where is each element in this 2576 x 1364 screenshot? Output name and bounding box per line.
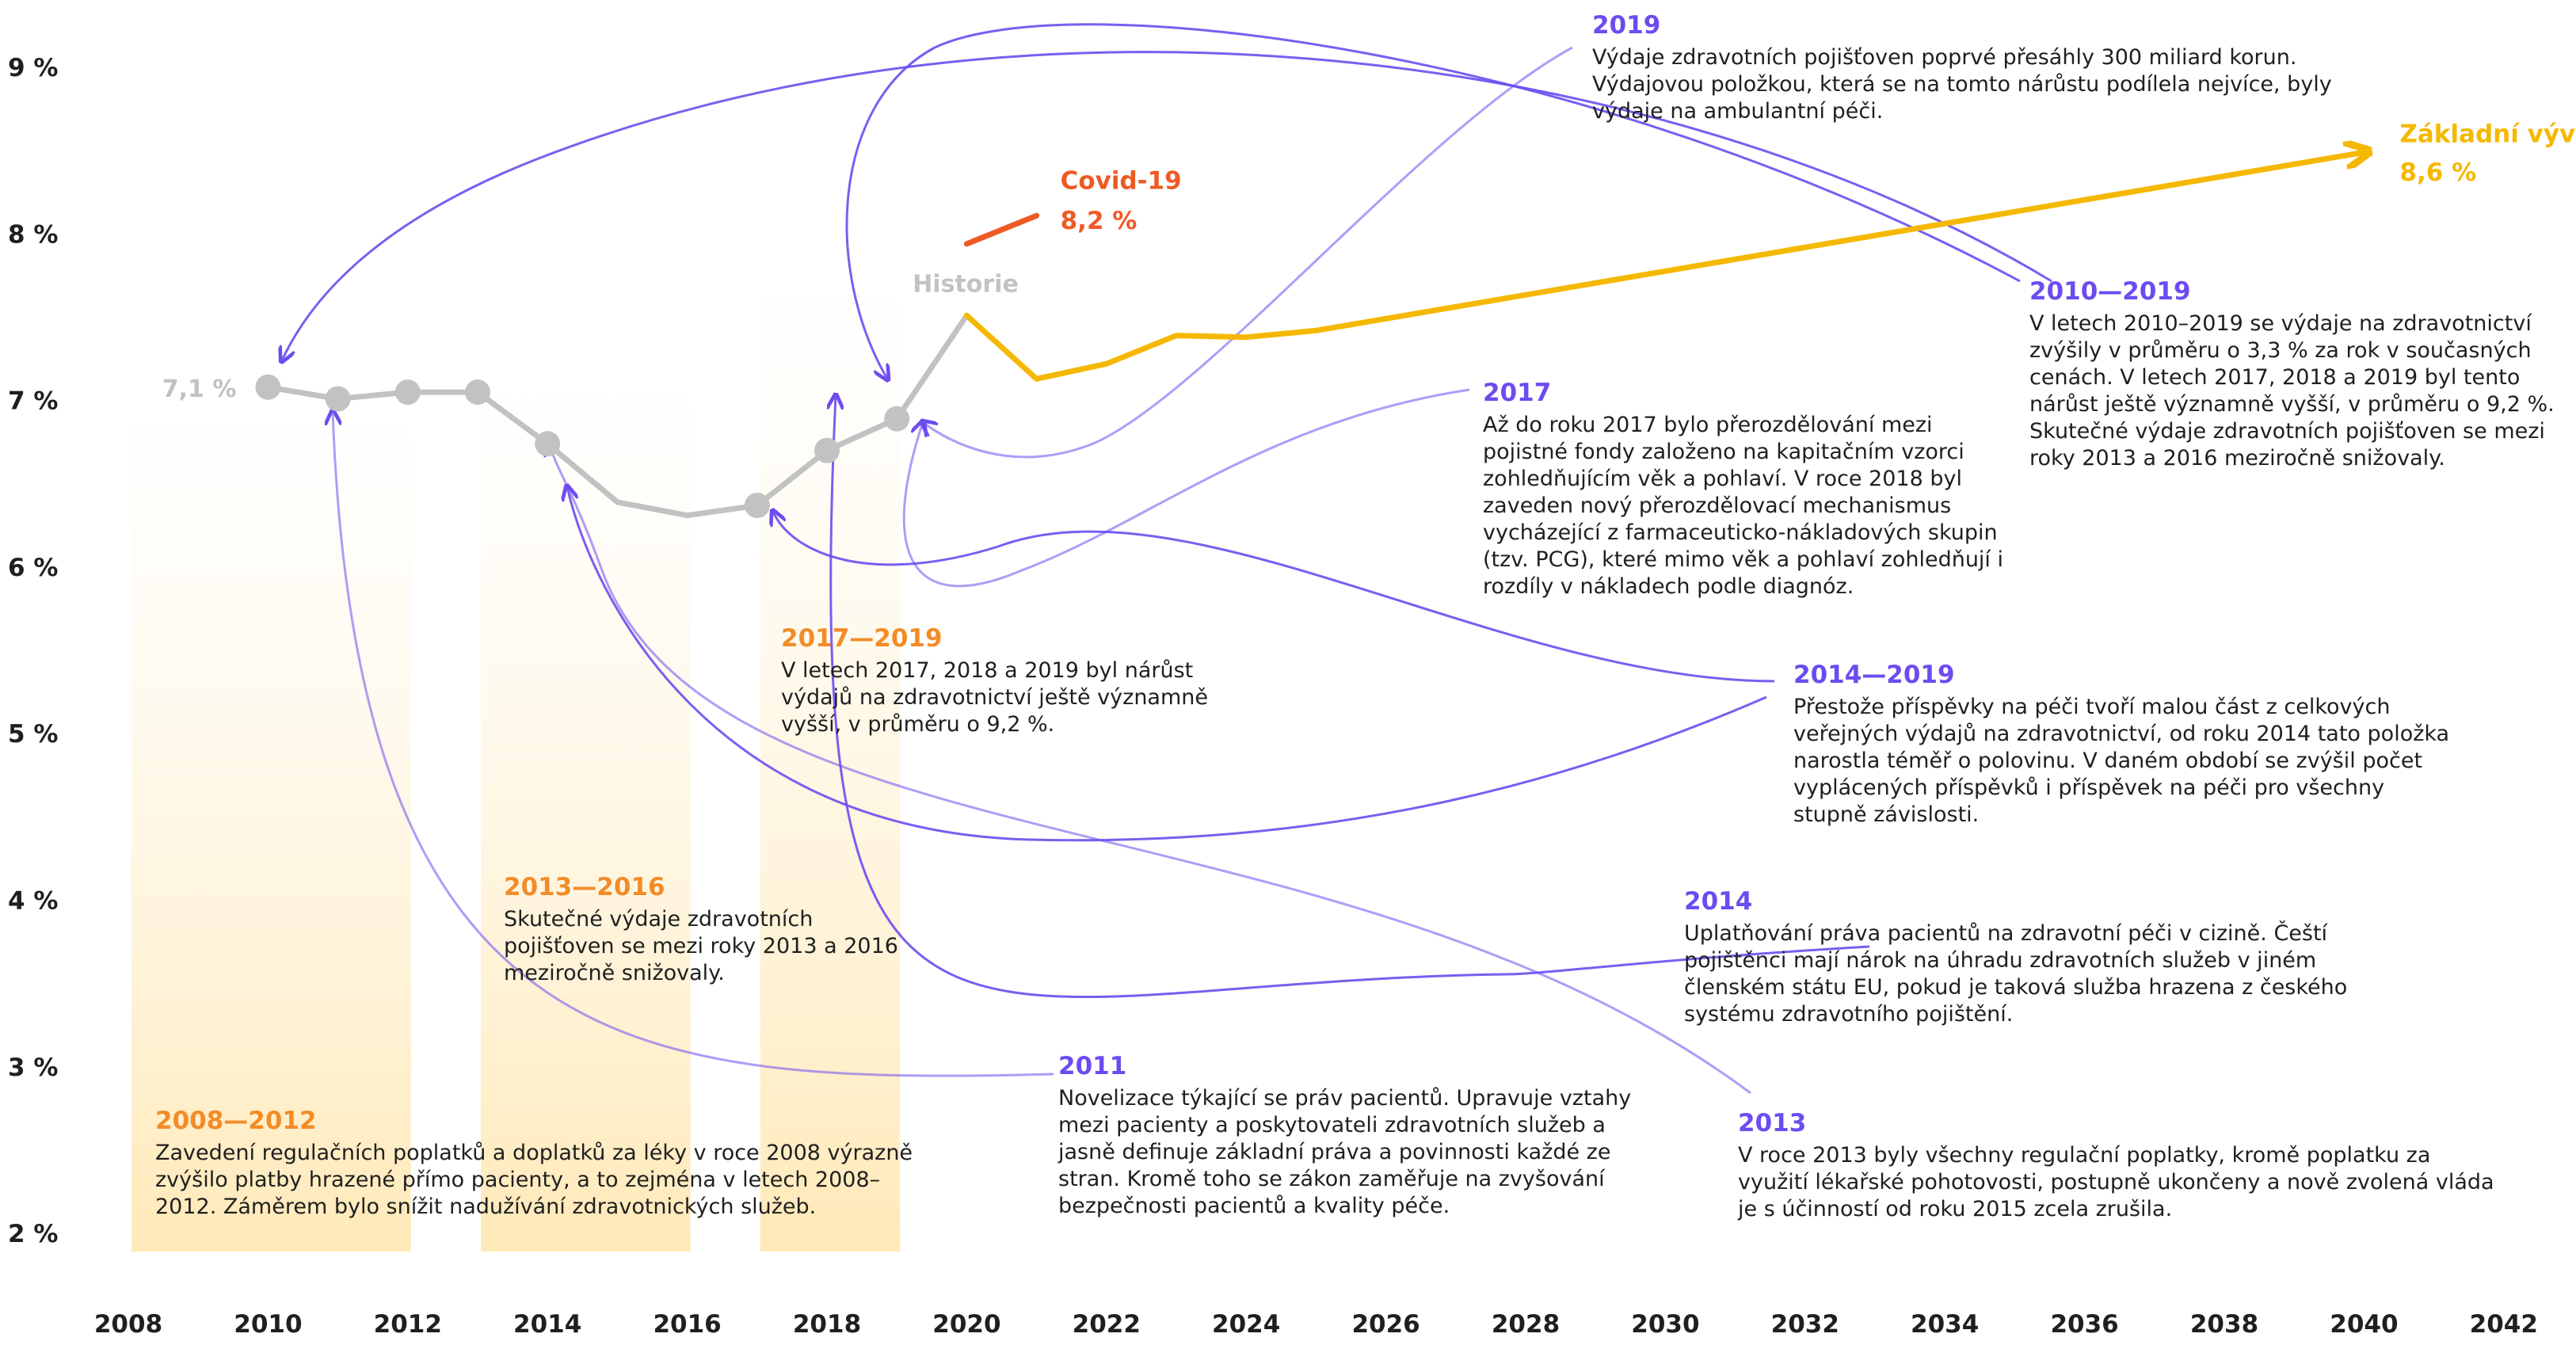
data-point xyxy=(465,379,490,406)
y-tick-label: 9 % xyxy=(8,54,58,82)
data-point xyxy=(394,379,421,406)
annotation-text: Skutečné výdaje zdravotních pojišťoven s… xyxy=(504,907,898,985)
annotation-title: 2014—2019 xyxy=(1793,661,1955,689)
annotation-text: V letech 2017, 2018 a 2019 byl nárůst vý… xyxy=(781,658,1208,737)
annotation-2013-2016: 2013—2016 Skutečné výdaje zdravotních po… xyxy=(504,871,916,987)
y-tick-label: 2 % xyxy=(8,1220,58,1248)
x-axis: 2008 2010 2012 2014 2016 2018 2020 2022 2024 2026… xyxy=(94,1310,2538,1339)
annotation-title: 2011 xyxy=(1058,1052,1127,1080)
annotation-connector xyxy=(923,46,1573,459)
period-bands xyxy=(131,267,901,1252)
annotation-connector xyxy=(567,487,1767,842)
x-tick-label: 2030 xyxy=(1631,1310,1699,1339)
x-tick-label: 2024 xyxy=(1212,1310,1280,1339)
annotation-connector xyxy=(773,512,1775,683)
annotation-title: 2014 xyxy=(1684,887,1753,916)
x-tick-label: 2010 xyxy=(234,1310,302,1339)
annotation-text: Přestože příspěvky na péči tvoří malou č… xyxy=(1793,695,2450,827)
baseline-value-label: 8,6 % xyxy=(2399,158,2476,187)
period-band xyxy=(760,267,901,1252)
annotation-text: Až do roku 2017 bylo přerozdělování mezi… xyxy=(1483,413,2004,599)
data-point xyxy=(744,493,770,519)
baseline-label: Základní vývoj xyxy=(2399,120,2576,149)
annotation-text: Novelizace týkající se práv pacientů. Up… xyxy=(1058,1086,1632,1218)
covid-value-label: 8,2 % xyxy=(1061,207,1137,235)
annotation-2014: 2014 Uplatňování práva pacientů na zdrav… xyxy=(1684,886,2365,1028)
series-labels: 7,1 % Historie Covid-19 8,2 % Základní vývoj… xyxy=(162,120,2576,403)
x-tick-label: 2036 xyxy=(2050,1310,2118,1339)
annotation-2011: 2011 Novelizace týkající se práv pacient… xyxy=(1058,1050,1644,1220)
annotation-text: Výdaje zdravotních pojišťoven poprvé pře… xyxy=(1592,45,2332,124)
annotation-2017-2019: 2017—2019 V letech 2017, 2018 a 2019 byl… xyxy=(781,623,1209,738)
annotation-text: Zavedení regulačních poplatků a doplatků… xyxy=(155,1141,913,1219)
annotation-connector xyxy=(831,396,1870,999)
annotation-title: 2013 xyxy=(1738,1109,1807,1137)
data-point xyxy=(325,386,351,412)
covid-label: Covid-19 xyxy=(1061,167,1182,196)
annotation-connector xyxy=(333,412,1054,1077)
series-line xyxy=(963,212,1040,247)
x-tick-label: 2020 xyxy=(932,1310,1000,1339)
annotation-2017: 2017 Až do roku 2017 bylo přerozdělování… xyxy=(1483,377,2014,600)
y-tick-label: 4 % xyxy=(8,887,58,916)
annotation-connectors xyxy=(282,23,2052,1095)
annotation-connector xyxy=(902,388,1470,588)
annotation-2013: 2013 V roce 2013 byly všechny regulační … xyxy=(1738,1107,2498,1223)
period-band xyxy=(131,400,411,1252)
series-line xyxy=(963,152,2364,382)
y-tick-label: 8 % xyxy=(8,220,58,249)
x-tick-label: 2028 xyxy=(1492,1310,1560,1339)
y-tick-label: 7 % xyxy=(8,387,58,416)
data-point xyxy=(255,374,281,400)
x-tick-label: 2018 xyxy=(793,1310,861,1339)
start-value-label: 7,1 % xyxy=(162,375,237,403)
annotation-title: 2019 xyxy=(1592,11,1661,40)
annotation-2014-2019: 2014—2019 Přestože příspěvky na péči tvo… xyxy=(1793,659,2451,829)
x-tick-label: 2016 xyxy=(653,1310,721,1339)
data-point xyxy=(814,437,840,463)
annotation-title: 2017—2019 xyxy=(781,624,943,653)
period-band xyxy=(481,367,691,1252)
annotation-title: 2013—2016 xyxy=(504,873,665,901)
x-tick-label: 2042 xyxy=(2470,1310,2538,1339)
data-point xyxy=(884,406,910,432)
x-tick-label: 2038 xyxy=(2190,1310,2258,1339)
annotation-2019: 2019 Výdaje zdravotních pojišťoven poprv… xyxy=(1592,10,2337,125)
x-tick-label: 2026 xyxy=(1351,1310,1419,1339)
y-tick-label: 3 % xyxy=(8,1053,58,1082)
annotation-title: 2008—2012 xyxy=(155,1107,317,1135)
x-tick-label: 2040 xyxy=(2330,1310,2398,1339)
series-markers xyxy=(255,374,910,519)
annotation-connector xyxy=(550,443,1751,1095)
annotation-text: Uplatňování práva pacientů na zdravotní … xyxy=(1684,921,2348,1027)
annotation-text: V roce 2013 byly všechny regulační popla… xyxy=(1738,1143,2494,1221)
annotation-connector xyxy=(845,23,2021,379)
x-tick-label: 2032 xyxy=(1771,1310,1839,1339)
series-line xyxy=(265,312,970,519)
y-tick-label: 5 % xyxy=(8,720,58,749)
x-tick-label: 2034 xyxy=(1911,1310,1979,1339)
x-tick-label: 2012 xyxy=(374,1310,442,1339)
annotation-2008-2012: 2008—2012 Zavedení regulačních poplatků … xyxy=(155,1105,932,1221)
series-lines xyxy=(265,152,2364,519)
x-tick-label: 2014 xyxy=(513,1310,581,1339)
data-point xyxy=(535,431,561,457)
y-tick-label: 6 % xyxy=(8,554,58,582)
annotation-connector xyxy=(282,51,2052,360)
x-tick-label: 2022 xyxy=(1073,1310,1141,1339)
annotation-text: V letech 2010–2019 se výdaje na zdravotn… xyxy=(2029,311,2555,471)
y-axis: 2 % 3 % 4 % 5 % 6 % 7 % 8 % 9 % xyxy=(8,54,58,1248)
annotation-title: 2017 xyxy=(1483,379,1552,407)
x-tick-label: 2008 xyxy=(94,1310,162,1339)
history-label: Historie xyxy=(913,270,1019,298)
annotation-2010-2019: 2010—2019 V letech 2010–2019 se výdaje n… xyxy=(2029,276,2576,472)
annotation-title: 2010—2019 xyxy=(2029,277,2191,306)
